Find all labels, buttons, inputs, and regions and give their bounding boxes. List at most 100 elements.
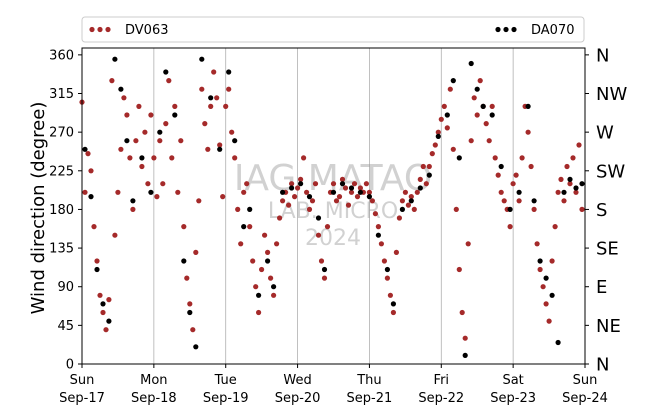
watermark-line-2: LAB. MICRO [268, 199, 398, 224]
data-point [474, 112, 480, 118]
data-point [136, 103, 142, 109]
y-tick-label: 135 [49, 242, 74, 257]
data-point [537, 258, 543, 264]
data-point [232, 138, 238, 144]
compass-label: SE [596, 239, 619, 260]
data-point [292, 194, 298, 200]
data-point [205, 146, 211, 152]
data-point [318, 258, 325, 264]
data-point [160, 181, 166, 187]
data-point [133, 138, 139, 144]
data-point [321, 266, 328, 273]
data-point [220, 194, 226, 200]
data-point [330, 189, 337, 195]
data-point [492, 155, 498, 161]
data-point [333, 198, 340, 204]
data-point [393, 249, 399, 255]
data-point [247, 224, 253, 230]
compass-label: E [596, 277, 607, 298]
data-point [390, 301, 396, 307]
y-tick-label: 0 [66, 358, 74, 373]
data-point [315, 232, 322, 238]
data-point [417, 176, 423, 182]
x-tick-label-day: Fri [434, 373, 450, 388]
data-point [298, 176, 304, 182]
data-point [163, 121, 169, 127]
data-point [432, 142, 438, 148]
data-point [387, 292, 393, 298]
data-point [235, 206, 241, 212]
data-point [163, 69, 169, 75]
data-point [306, 206, 313, 212]
data-point [256, 309, 262, 316]
data-point [154, 194, 160, 200]
data-point [462, 335, 468, 341]
data-point [444, 112, 450, 118]
data-point [229, 129, 235, 135]
data-point [441, 103, 447, 109]
data-point [531, 206, 537, 212]
data-point [483, 121, 489, 127]
data-point [139, 163, 145, 170]
data-point [324, 224, 331, 230]
data-point [357, 185, 363, 191]
data-point [304, 189, 310, 195]
data-point [199, 86, 205, 92]
data-point [579, 181, 585, 187]
legend-marker-da070 [511, 26, 517, 33]
data-point [525, 103, 531, 109]
compass-axis: N NE E SE S SW W NW N [585, 45, 627, 376]
data-point [498, 163, 504, 170]
data-point [351, 181, 358, 187]
legend-box [81, 16, 585, 43]
x-tick-label-day: Sun [573, 373, 598, 388]
plot-frame [81, 47, 586, 365]
data-point [390, 309, 396, 316]
data-point [489, 103, 495, 109]
data-point [286, 202, 292, 208]
data-point [507, 224, 513, 230]
x-tick-label-day: Wed [283, 373, 311, 388]
data-point [124, 138, 130, 144]
data-point [348, 185, 355, 191]
data-point [372, 211, 378, 217]
legend-marker-dv063 [105, 26, 111, 33]
data-point [534, 241, 540, 247]
data-point [172, 112, 178, 118]
data-point [106, 297, 112, 303]
data-point [82, 146, 88, 152]
data-point [193, 344, 199, 350]
compass-label: N [596, 355, 609, 376]
data-point [336, 194, 343, 200]
data-point [384, 275, 390, 281]
data-point [208, 95, 214, 101]
data-point [88, 168, 94, 174]
data-point [306, 194, 313, 200]
data-point [555, 189, 561, 195]
y-tick-label: 315 [49, 87, 74, 102]
x-tick-label-date: Sep-18 [131, 391, 177, 406]
series-da070 [82, 56, 585, 358]
x-tick-label-date: Sep-17 [59, 391, 105, 406]
data-point [118, 86, 124, 92]
data-point [570, 155, 576, 161]
data-point [462, 352, 468, 358]
data-point [531, 198, 537, 204]
data-point [208, 103, 214, 109]
data-point [354, 194, 361, 200]
data-point [567, 176, 573, 182]
data-point [507, 206, 513, 212]
data-point [241, 189, 247, 195]
data-point [375, 232, 381, 238]
data-point [259, 266, 265, 273]
data-point [253, 284, 259, 290]
watermark: IAG MATAO LAB. MICRO 2024 [234, 158, 432, 251]
data-point [268, 275, 274, 281]
data-point [91, 224, 97, 230]
data-point [157, 129, 163, 135]
x-tick-label-date: Sep-23 [490, 391, 536, 406]
data-point [115, 189, 121, 195]
data-point [408, 198, 414, 204]
data-point [169, 155, 175, 161]
